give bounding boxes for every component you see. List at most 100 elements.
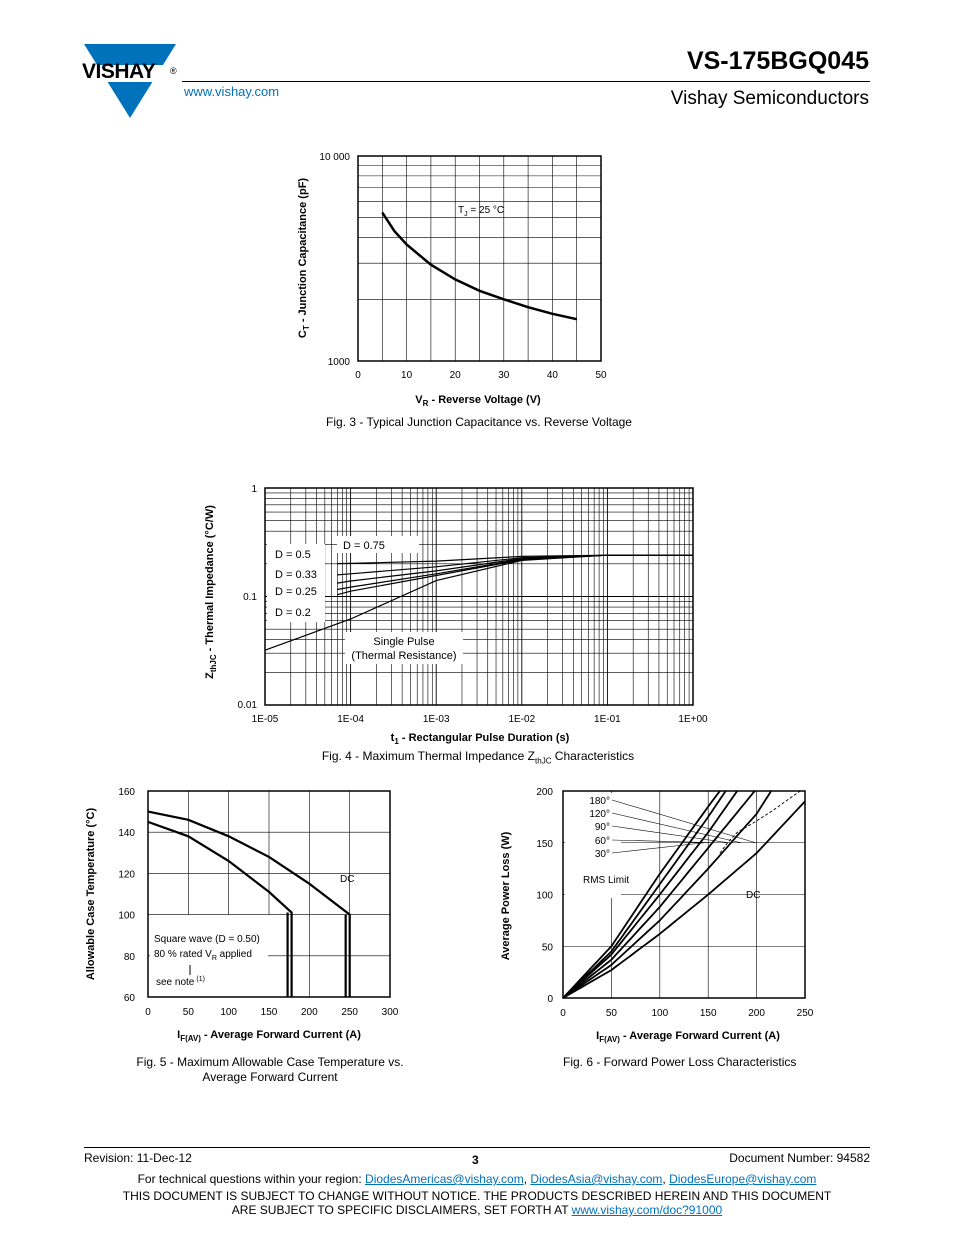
fig5-plot-frame: [147, 790, 391, 998]
fig6-leader-line: [611, 842, 705, 854]
fig5-ytick: 160: [118, 787, 135, 798]
fig4-label-d033: D = 0.33: [275, 569, 317, 581]
fig4-ytick: 0.1: [243, 592, 257, 603]
fig5-ytick: 100: [118, 911, 135, 922]
fig6-ytick: 50: [542, 942, 554, 953]
vishay-logo: VISHAY ®: [82, 44, 178, 120]
fig3-xlabel: VR - Reverse Voltage (V): [415, 394, 541, 408]
fig4-single-pulse-label: (Thermal Resistance): [351, 650, 456, 662]
fig6-series-line: [562, 790, 738, 999]
fig3-xtick: 0: [355, 370, 361, 381]
fig5-note-box: [150, 928, 268, 995]
fig6-xtick: 0: [560, 1008, 566, 1019]
fig4-label-d05: D = 0.5: [275, 549, 311, 561]
fig4-label-d025: D = 0.25: [275, 586, 317, 598]
fig3-xtick: 20: [450, 370, 462, 381]
fig5-ytick: 120: [118, 869, 135, 880]
fig3-series-line: [381, 211, 577, 321]
fig6-series-lines: [562, 790, 806, 999]
fig6-xtick: 200: [748, 1008, 765, 1019]
fig5-xlabel: IF(AV) - Average Forward Current (A): [177, 1029, 361, 1043]
fig5-xtick: 0: [145, 1007, 151, 1018]
fig3-annotation: TJ = 25 °C: [458, 205, 504, 218]
fig5-dc-label: DC: [340, 874, 354, 885]
fig4-series-line: [337, 554, 693, 576]
fig5-ylabel: Allowable Case Temperature (°C): [85, 808, 97, 981]
fig6-label-leaders: [611, 799, 756, 854]
company-subtitle: Vishay Semiconductors: [670, 88, 869, 109]
fig6-rms-label: RMS Limit: [583, 875, 629, 886]
fig5-xtick: 200: [301, 1007, 318, 1018]
fig3-xtick: 50: [595, 370, 607, 381]
fig4-label-box: [337, 536, 419, 553]
footer-disclaimer-line2: ARE SUBJECT TO SPECIFIC DISCLAIMERS, SET…: [231, 1203, 723, 1217]
fig6-xlabel: IF(AV) - Average Forward Current (A): [596, 1030, 780, 1044]
logo-registered-mark: ®: [170, 66, 177, 76]
fig5-chart: DC Square wave (D = 0.50) 80 % rated VR …: [85, 787, 399, 1043]
fig4-label-d075: D = 0.75: [343, 540, 385, 552]
fig3-caption: Fig. 3 - Typical Junction Capacitance vs…: [326, 415, 632, 429]
fig6-ytick: 200: [536, 787, 553, 798]
footer-page-number: 3: [472, 1153, 479, 1167]
fig3-ylabel: CT - Junction Capacitance (pF): [297, 178, 311, 338]
fig6-dc-label: DC: [746, 890, 760, 901]
fig6-series-line: [562, 790, 756, 999]
fig4-ylabel: ZthJC - Thermal Impedance (°C/W): [204, 505, 218, 679]
fig3-plot-frame: [357, 155, 602, 362]
footer-revision: Revision: 11-Dec-12: [84, 1151, 192, 1165]
fig4-xtick: 1E-03: [423, 714, 450, 725]
email-europe-link[interactable]: DiodesEurope@vishay.com: [669, 1172, 817, 1186]
fig4-plot-frame: [264, 487, 694, 706]
fig5-ytick: 140: [118, 828, 135, 839]
fig5-dc-line: [147, 810, 351, 997]
fig3-grid: [358, 156, 601, 361]
fig3-ytick: 10 000: [319, 152, 350, 163]
fig4-ytick: 0.01: [238, 700, 258, 711]
fig3-chart: TJ = 25 °C 10 000 1000 0 10 20 30 40 50 VR - …: [297, 152, 607, 408]
fig5-xtick: 100: [220, 1007, 237, 1018]
fig5-note-3: see note (1): [156, 976, 205, 988]
fig6-leader-line: [611, 812, 742, 844]
fig4-xtick: 1E-02: [508, 714, 535, 725]
vishay-logo-icon: [84, 44, 178, 118]
fig4-single-pulse-box: [345, 632, 463, 664]
fig6-label-60: 60°: [595, 836, 610, 847]
disclaimer-link[interactable]: www.vishay.com/doc?91000: [571, 1203, 723, 1217]
fig4-xtick: 1E-04: [337, 714, 364, 725]
fig6-leader-line: [611, 839, 716, 844]
fig4-chart: D = 0.75 D = 0.5 D = 0.33 D = 0.25 D = 0…: [204, 484, 708, 746]
footer-rule: [84, 1147, 870, 1148]
fig6-leader-line: [611, 825, 729, 844]
fig3-xticks: 0 10 20 30 40 50: [355, 370, 607, 381]
part-number-title: VS-175BGQ045: [686, 47, 869, 75]
fig4-xlabel: t1 - Rectangular Pulse Duration (s): [391, 732, 570, 746]
header-rule: [182, 81, 870, 82]
fig6-series-line: [719, 790, 801, 854]
fig4-single-pulse-label: Single Pulse: [373, 636, 434, 648]
fig6-ytick: 150: [536, 839, 553, 850]
fig3-xtick: 30: [498, 370, 510, 381]
fig5-note-2: 80 % rated VR applied: [154, 949, 252, 962]
fig5-series-lines: [147, 810, 351, 997]
footer-disclaimer-line1: THIS DOCUMENT IS SUBJECT TO CHANGE WITHO…: [122, 1189, 832, 1203]
fig6-series-line: [562, 790, 727, 999]
fig5-xtick: 150: [261, 1007, 278, 1018]
fig6-xtick: 150: [700, 1008, 717, 1019]
fig6-label-120: 120°: [589, 809, 610, 820]
footer-document-number: Document Number: 94582: [729, 1151, 870, 1165]
email-americas-link[interactable]: DiodesAmericas@vishay.com: [365, 1172, 524, 1186]
fig4-label-d02: D = 0.2: [275, 607, 311, 619]
fig5-xticks: 0 50 100 150 200 250 300: [145, 1007, 399, 1018]
fig4-grid: [265, 488, 693, 705]
fig4-ytick: 1: [251, 484, 257, 495]
fig6-leader-line: [611, 799, 756, 844]
email-asia-link[interactable]: DiodesAsia@vishay.com: [530, 1172, 663, 1186]
fig5-ytick: 80: [124, 952, 136, 963]
fig4-caption: Fig. 4 - Maximum Thermal Impedance ZthJC…: [321, 749, 635, 766]
fig5-xtick: 250: [341, 1007, 358, 1018]
fig4-xtick: 1E-01: [594, 714, 621, 725]
fig6-label-30: 30°: [595, 849, 610, 860]
fig4-xticks: 1E-05 1E-04 1E-03 1E-02 1E-01 1E+00: [252, 714, 708, 725]
website-link[interactable]: www.vishay.com: [184, 84, 280, 99]
footer-contact-line: For technical questions within your regi…: [137, 1172, 817, 1186]
